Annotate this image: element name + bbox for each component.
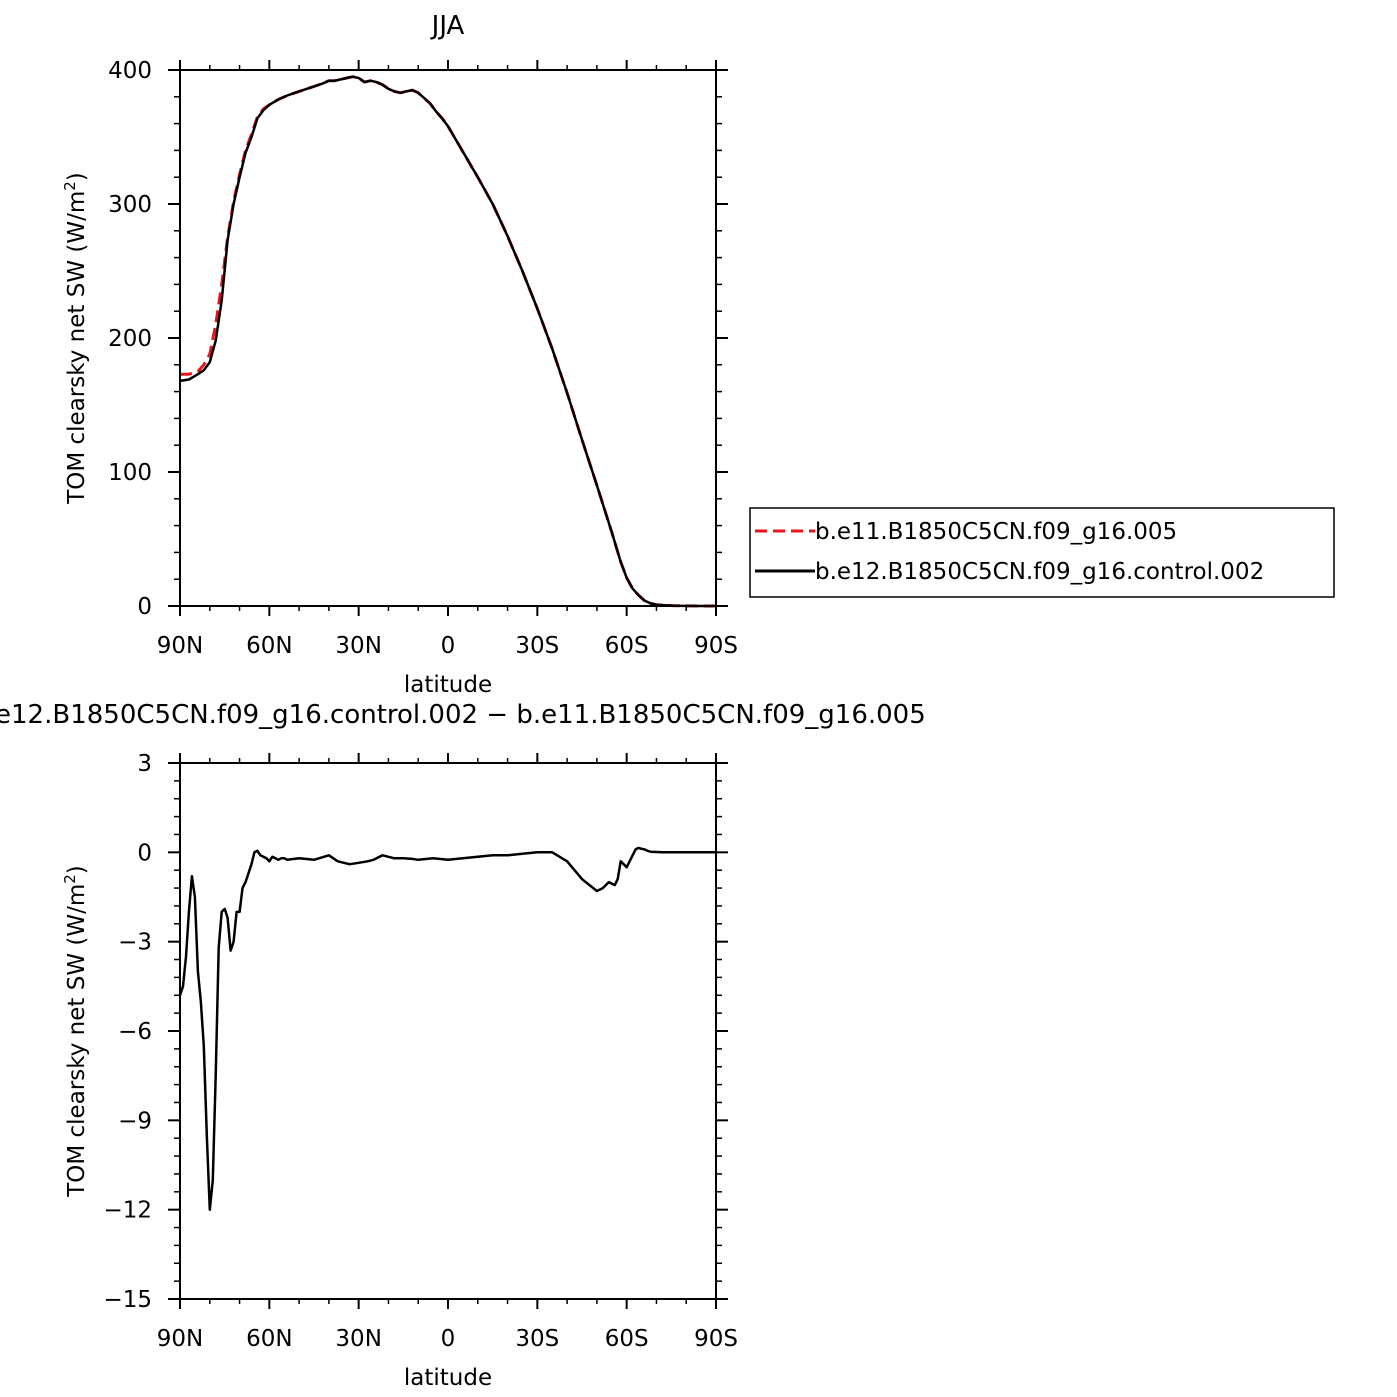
y-tick-label-1-3: −6 [118,1019,152,1045]
x-tick-label-1-3: 0 [441,1326,456,1352]
bottom-axes: 90N 60N 30N 0 30S 60S 90S 3 0 −3 −6 −9 −12 −15 [103,751,737,1352]
top-axes: 90N 60N 30N 0 30S 60S 90S 0 100 200 300 400 [108,58,738,659]
y-tick-label-0-4: 400 [108,58,152,84]
bottom-x-axis-label: latitude [404,1365,492,1391]
x-tick-label-1-0: 90N [157,1326,203,1352]
bottom-series-group [178,846,716,1211]
legend: b.e11.B1850C5CN.f09_g16.005 b.e12.B1850C… [749,507,1335,598]
top-y-axis-label: TOM clearsky net SW (W/m2) [61,172,90,505]
x-tick-label-0-2: 30N [335,633,381,659]
x-tick-label-0-1: 60N [246,633,292,659]
x-tick-label-1-1: 60N [246,1326,292,1352]
y-tick-label-0-2: 200 [108,326,152,352]
bottom-chart-title: b.e12.B1850C5CN.f09_g16.control.002 − b.… [0,700,926,730]
x-tick-label-0-3: 0 [441,633,456,659]
x-tick-label-1-5: 60S [605,1326,649,1352]
series-line-1-0 [178,846,716,1211]
x-tick-label-1-4: 30S [515,1326,559,1352]
top-panel: JJA 90N 60N 30N 0 30S 60S 90S 0 100 200 300 400 lat… [61,11,738,698]
x-tick-label-0-0: 90N [157,633,203,659]
series-line-0-1 [179,75,716,608]
top-series-group [179,75,716,608]
legend-label-1: b.e12.B1850C5CN.f09_g16.control.002 [815,559,1264,585]
legend-label-0: b.e11.B1850C5CN.f09_g16.005 [815,519,1177,545]
top-x-axis-label: latitude [404,672,492,698]
y-tick-label-1-5: −12 [103,1198,152,1224]
y-tick-label-0-0: 0 [137,594,152,620]
x-tick-label-0-5: 60S [605,633,649,659]
bottom-panel: b.e12.B1850C5CN.f09_g16.control.002 − b.… [0,700,926,1391]
legend-box [749,507,1335,598]
x-tick-label-1-2: 30N [335,1326,381,1352]
y-tick-label-1-4: −9 [118,1108,152,1134]
y-tick-label-1-1: 0 [137,840,152,866]
top-chart-title: JJA [430,11,465,41]
legend-item-0: b.e11.B1850C5CN.f09_g16.005 [755,519,1177,545]
x-tick-label-0-6: 90S [694,633,738,659]
y-tick-label-0-1: 100 [108,460,152,486]
series-line-0-0 [180,75,716,608]
y-tick-label-1-0: 3 [137,751,152,777]
y-tick-label-1-6: −15 [103,1287,152,1313]
legend-item-1: b.e12.B1850C5CN.f09_g16.control.002 [755,559,1264,585]
bottom-y-axis-label: TOM clearsky net SW (W/m2) [61,865,90,1198]
y-tick-label-0-3: 300 [108,192,152,218]
plot-frame-1 [179,762,717,1300]
x-tick-label-0-4: 30S [515,633,559,659]
y-tick-label-1-2: −3 [118,930,152,956]
x-tick-label-1-6: 90S [694,1326,738,1352]
plot-frame-0 [179,69,717,607]
